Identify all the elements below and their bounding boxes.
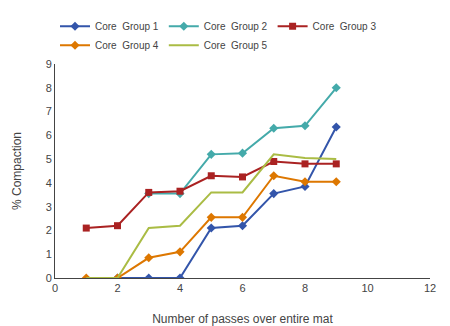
svg-text:8: 8 — [302, 282, 308, 294]
svg-text:2: 2 — [114, 282, 120, 294]
svg-text:6: 6 — [46, 129, 52, 141]
svg-text:1: 1 — [46, 248, 52, 260]
svg-text:Number of passes over entire m: Number of passes over entire mat — [152, 312, 333, 326]
svg-text:4: 4 — [177, 282, 183, 294]
svg-text:4: 4 — [46, 177, 52, 189]
svg-text:% Compaction: % Compaction — [10, 132, 24, 210]
svg-text:Core Group 3: Core Group 3 — [313, 21, 377, 32]
svg-text:12: 12 — [424, 282, 436, 294]
svg-text:5: 5 — [46, 153, 52, 165]
svg-text:Core Group 1: Core Group 1 — [95, 21, 159, 32]
svg-text:Core Group 4: Core Group 4 — [95, 40, 159, 51]
svg-text:0: 0 — [52, 282, 58, 294]
svg-text:0: 0 — [46, 272, 52, 284]
svg-text:10: 10 — [361, 282, 373, 294]
svg-text:Core Group 2: Core Group 2 — [204, 21, 268, 32]
svg-text:3: 3 — [46, 201, 52, 213]
svg-text:9: 9 — [46, 58, 52, 70]
svg-text:8: 8 — [46, 82, 52, 94]
svg-text:7: 7 — [46, 105, 52, 117]
svg-text:Core Group 5: Core Group 5 — [204, 40, 268, 51]
svg-text:2: 2 — [46, 224, 52, 236]
svg-text:6: 6 — [239, 282, 245, 294]
